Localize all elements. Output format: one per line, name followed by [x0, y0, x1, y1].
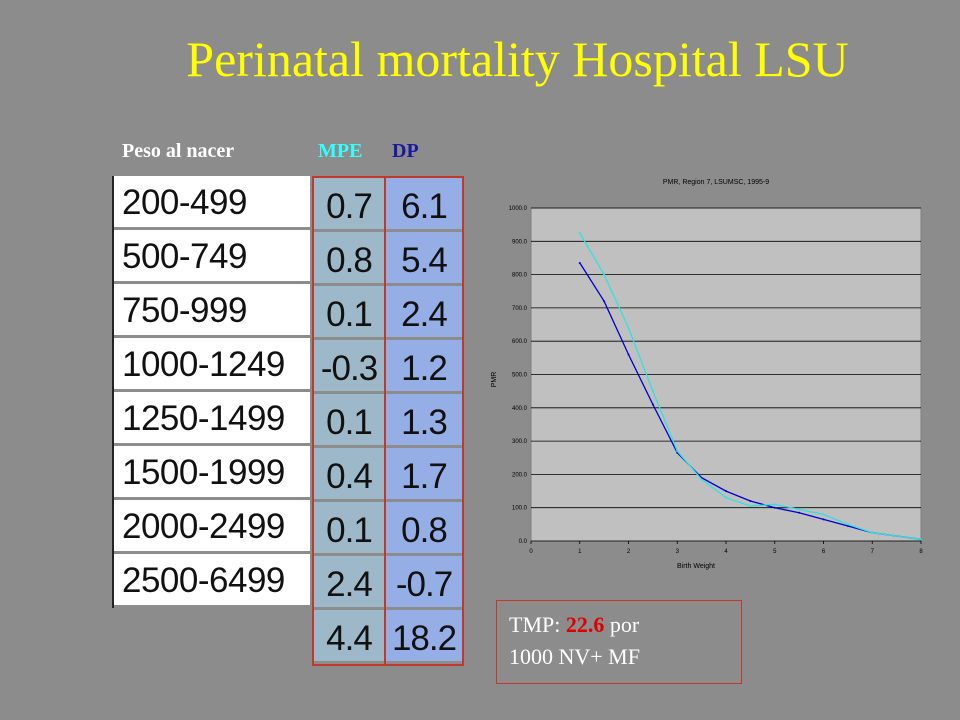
weight-cell: 1000-1249 — [114, 338, 310, 392]
mpe-cell: 0.1 — [314, 394, 384, 448]
tmp-summary-box: TMP: 22.6 por 1000 NV+ MF — [496, 600, 742, 684]
data-point — [725, 496, 727, 499]
weight-cell: 500-749 — [114, 230, 310, 284]
weight-cell: 2000-2499 — [114, 500, 310, 554]
mpe-cell: 0.7 — [314, 178, 384, 232]
tmp-line2: 1000 NV+ MF — [509, 644, 640, 669]
pmr-line-chart: 0.0100.0200.0300.0400.0500.0600.0700.080… — [491, 179, 923, 570]
y-axis-label: PMR — [491, 372, 498, 388]
data-point — [822, 513, 825, 516]
weight-column: 200-499 500-749 750-999 1000-1249 1250-1… — [112, 176, 310, 608]
y-tick-label: 900.0 — [512, 239, 528, 245]
dp-cell: 1.3 — [386, 394, 462, 448]
x-tick-label: 7 — [871, 549, 875, 555]
tmp-label: TMP: — [509, 612, 561, 637]
x-tick-label: 1 — [578, 549, 582, 555]
y-tick-label: 700.0 — [512, 306, 528, 312]
mpe-total-cell: 4.4 — [314, 610, 384, 664]
dp-cell: 6.1 — [386, 178, 462, 232]
data-point — [846, 525, 849, 528]
dp-cell: -0.7 — [386, 556, 462, 610]
data-point — [773, 503, 776, 506]
data-point — [651, 390, 654, 393]
data-point — [773, 506, 776, 509]
mpe-cell: -0.3 — [314, 340, 384, 394]
x-tick-label: 4 — [724, 549, 728, 555]
dp-column: 6.1 5.4 2.4 1.2 1.3 1.7 0.8 -0.7 18.2 — [384, 176, 464, 666]
slide-title: Perinatal mortality Hospital LSU — [186, 31, 849, 87]
data-point — [822, 518, 825, 521]
tmp-unit: por — [609, 612, 640, 637]
mpe-cell: 2.4 — [314, 556, 384, 610]
data-point — [749, 500, 752, 503]
y-tick-label: 400.0 — [512, 406, 528, 412]
weight-cell: 1500-1999 — [114, 446, 310, 500]
peso-header: Peso al nacer — [122, 140, 235, 162]
dp-total-cell: 18.2 — [386, 610, 462, 664]
y-tick-label: 800.0 — [512, 273, 528, 279]
weight-cell: 200-499 — [114, 176, 310, 230]
data-point — [676, 450, 679, 453]
y-tick-label: 0.0 — [519, 539, 528, 545]
data-point — [603, 273, 606, 276]
data-point — [700, 478, 703, 481]
chart-title: PMR, Region 7, LSUMSC, 1995-9 — [663, 179, 769, 186]
mpe-cell: 0.1 — [314, 502, 384, 556]
mpe-header: MPE — [318, 140, 363, 162]
weight-cell: 1250-1499 — [114, 392, 310, 446]
data-point — [920, 538, 922, 541]
mpe-cell: 0.4 — [314, 448, 384, 502]
data-point — [603, 300, 606, 303]
mpe-cell: 0.8 — [314, 232, 384, 286]
x-axis-label: Birth Weight — [677, 563, 715, 570]
weight-cell: 2500-6499 — [114, 554, 310, 608]
y-tick-label: 500.0 — [512, 373, 528, 379]
data-point — [895, 535, 898, 538]
y-tick-label: 100.0 — [512, 506, 528, 512]
data-point — [578, 231, 581, 234]
data-point — [725, 490, 727, 493]
x-tick-label: 8 — [919, 549, 923, 555]
data-point — [871, 531, 874, 534]
y-tick-label: 300.0 — [512, 439, 528, 445]
data-point — [627, 326, 630, 329]
data-point — [846, 523, 849, 526]
mpe-column: 0.7 0.8 0.1 -0.3 0.1 0.4 0.1 2.4 4.4 — [312, 176, 384, 666]
x-tick-label: 2 — [627, 549, 631, 555]
data-point — [651, 403, 654, 406]
tmp-value: 22.6 — [565, 612, 605, 637]
y-tick-label: 1000.0 — [509, 206, 528, 212]
data-point — [578, 261, 581, 264]
data-point — [798, 511, 801, 514]
data-point — [798, 508, 801, 511]
x-tick-label: 0 — [529, 549, 533, 555]
weight-cell: 750-999 — [114, 284, 310, 338]
mpe-cell: 0.1 — [314, 286, 384, 340]
data-point — [749, 505, 752, 508]
y-tick-label: 200.0 — [512, 472, 528, 478]
x-tick-label: 5 — [773, 549, 777, 555]
dp-cell: 1.7 — [386, 448, 462, 502]
y-tick-label: 600.0 — [512, 339, 528, 345]
x-tick-label: 6 — [822, 549, 826, 555]
dp-cell: 0.8 — [386, 502, 462, 556]
dp-cell: 2.4 — [386, 286, 462, 340]
dp-cell: 5.4 — [386, 232, 462, 286]
dp-header: DP — [392, 140, 419, 162]
x-tick-label: 3 — [676, 549, 680, 555]
dp-cell: 1.2 — [386, 340, 462, 394]
data-point — [627, 353, 630, 356]
